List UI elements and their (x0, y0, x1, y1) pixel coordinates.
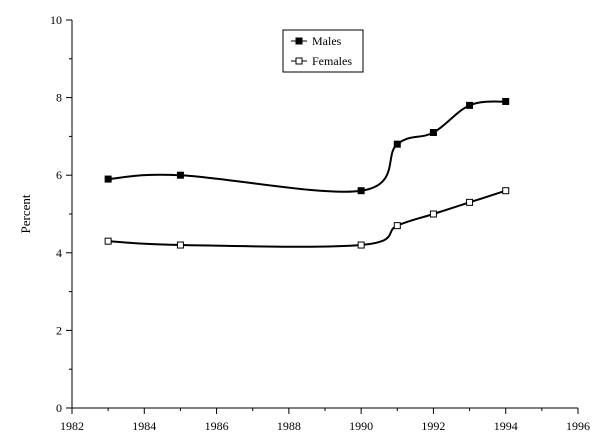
x-tick-label: 1996 (566, 419, 590, 433)
axis-ticks: 1982 1984 1986 1988 1990 1992 1994 1996 0 2 4 6 8 10 (50, 13, 590, 433)
x-tick-label: 1982 (60, 419, 84, 433)
data-point-males (502, 97, 510, 105)
data-point-females (502, 187, 510, 195)
data-point-females (429, 210, 437, 218)
x-tick-label: 1988 (277, 419, 301, 433)
data-point-females (466, 198, 474, 206)
legend-marker-females (295, 57, 303, 65)
data-point-females (357, 241, 365, 249)
x-tick-label: 1994 (494, 419, 518, 433)
y-tick-label: 2 (56, 323, 62, 337)
legend-marker-males (295, 37, 303, 45)
series-layer (104, 97, 510, 249)
x-tick-label: 1984 (132, 419, 156, 433)
data-point-males (357, 187, 365, 195)
legend-box (282, 29, 364, 73)
y-tick-label: 10 (50, 13, 62, 27)
data-point-females (176, 241, 184, 249)
x-tick-label: 1992 (421, 419, 445, 433)
data-point-males (466, 101, 474, 109)
x-tick-label: 1986 (205, 419, 229, 433)
y-axis-label: Percent (18, 194, 33, 233)
y-tick-label: 8 (56, 91, 62, 105)
data-point-males (393, 140, 401, 148)
series-line-males (108, 100, 506, 193)
data-point-males (429, 129, 437, 137)
legend-label-males: Males (312, 34, 342, 48)
y-tick-label: 4 (56, 246, 62, 260)
y-tick-label: 0 (56, 401, 62, 415)
x-tick-label: 1990 (349, 419, 373, 433)
legend-label-females: Females (312, 54, 352, 68)
y-tick-label: 6 (56, 168, 62, 182)
data-point-males (104, 175, 112, 183)
series-line-females (108, 189, 507, 248)
legend: Males Females (282, 29, 364, 73)
data-point-males (176, 171, 184, 179)
data-point-females (393, 222, 401, 230)
data-point-females (104, 237, 112, 245)
